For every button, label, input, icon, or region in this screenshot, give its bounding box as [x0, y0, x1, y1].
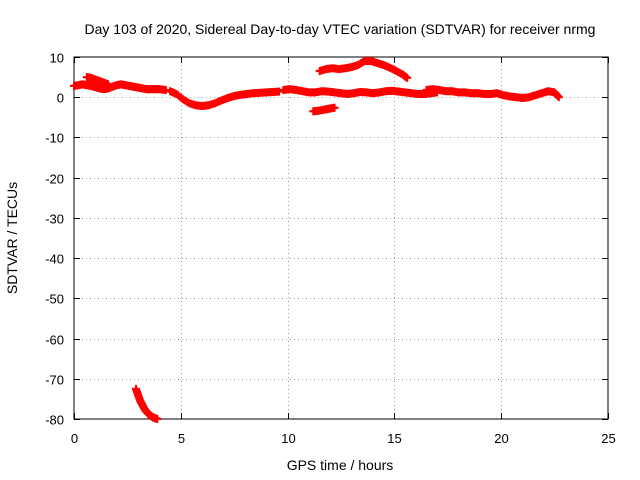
series-main-track-late — [422, 85, 563, 103]
plot-frame — [73, 56, 609, 420]
y-tick-label: 10 — [50, 51, 64, 66]
y-tick-label: -40 — [45, 252, 64, 267]
series-small-negative-arc — [309, 103, 339, 116]
data-point — [161, 85, 170, 94]
axis-ticks: 0 5 10 15 20 25 10 0 -10 -20 -30 -40 -50 -60 -70 -80 — [45, 51, 616, 447]
data-point — [153, 415, 162, 423]
series-outlier-track — [131, 384, 162, 423]
y-tick-label: -60 — [45, 333, 64, 348]
series-short-arc-early — [82, 73, 113, 89]
data-point — [553, 92, 562, 101]
data-point — [554, 93, 563, 102]
data-point — [104, 80, 113, 89]
x-tick-label: 15 — [387, 431, 401, 446]
y-axis-label: SDTVAR / TECUs — [4, 182, 20, 294]
data-point — [403, 73, 412, 82]
x-tick-label: 0 — [71, 431, 78, 446]
data-point — [275, 87, 284, 96]
series-main-track-mid — [279, 85, 442, 99]
chart-title: Day 103 of 2020, Sidereal Day-to-day VTE… — [85, 21, 596, 37]
y-tick-label: -80 — [45, 413, 64, 428]
y-tick-label: -50 — [45, 292, 64, 307]
x-tick-label: 10 — [281, 431, 295, 446]
y-tick-label: -70 — [45, 373, 64, 388]
x-tick-label: 25 — [601, 431, 615, 446]
y-tick-label: -30 — [45, 212, 64, 227]
y-tick-label: -10 — [45, 131, 64, 146]
x-tick-label: 20 — [494, 431, 508, 446]
x-tick-label: 5 — [178, 431, 185, 446]
series-main-track-early — [70, 80, 170, 94]
data-series — [70, 57, 563, 423]
x-axis-label: GPS time / hours — [287, 457, 394, 473]
series-upper-arc — [315, 57, 412, 82]
y-tick-label: -20 — [45, 172, 64, 187]
data-point — [330, 103, 339, 112]
y-tick-label: 0 — [57, 91, 64, 106]
series-dip-track — [166, 87, 284, 111]
